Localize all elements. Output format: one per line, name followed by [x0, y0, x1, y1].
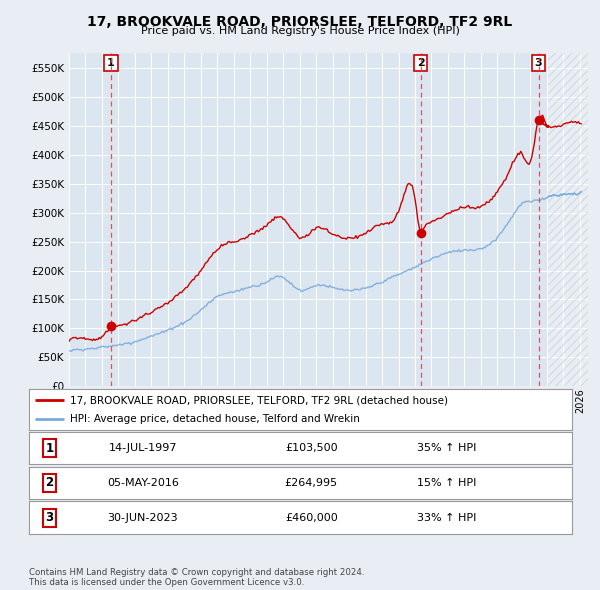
Text: 05-MAY-2016: 05-MAY-2016: [107, 478, 179, 488]
Text: 14-JUL-1997: 14-JUL-1997: [109, 443, 177, 453]
Text: 2: 2: [46, 476, 53, 490]
Bar: [548, 53, 588, 386]
Text: £264,995: £264,995: [284, 478, 338, 488]
Text: 1: 1: [107, 58, 115, 68]
Text: 30-JUN-2023: 30-JUN-2023: [107, 513, 178, 523]
Text: £103,500: £103,500: [285, 443, 337, 453]
Text: 3: 3: [46, 511, 53, 525]
Text: 2: 2: [417, 58, 425, 68]
Text: 1: 1: [46, 441, 53, 455]
Text: £460,000: £460,000: [285, 513, 338, 523]
Text: 35% ↑ HPI: 35% ↑ HPI: [417, 443, 476, 453]
Text: 3: 3: [535, 58, 542, 68]
Text: Price paid vs. HM Land Registry's House Price Index (HPI): Price paid vs. HM Land Registry's House …: [140, 26, 460, 36]
Text: 17, BROOKVALE ROAD, PRIORSLEE, TELFORD, TF2 9RL (detached house): 17, BROOKVALE ROAD, PRIORSLEE, TELFORD, …: [70, 395, 448, 405]
Text: 15% ↑ HPI: 15% ↑ HPI: [417, 478, 476, 488]
Text: 33% ↑ HPI: 33% ↑ HPI: [417, 513, 476, 523]
Text: Contains HM Land Registry data © Crown copyright and database right 2024.
This d: Contains HM Land Registry data © Crown c…: [29, 568, 364, 587]
Text: 17, BROOKVALE ROAD, PRIORSLEE, TELFORD, TF2 9RL: 17, BROOKVALE ROAD, PRIORSLEE, TELFORD, …: [88, 15, 512, 30]
Text: HPI: Average price, detached house, Telford and Wrekin: HPI: Average price, detached house, Telf…: [70, 414, 359, 424]
